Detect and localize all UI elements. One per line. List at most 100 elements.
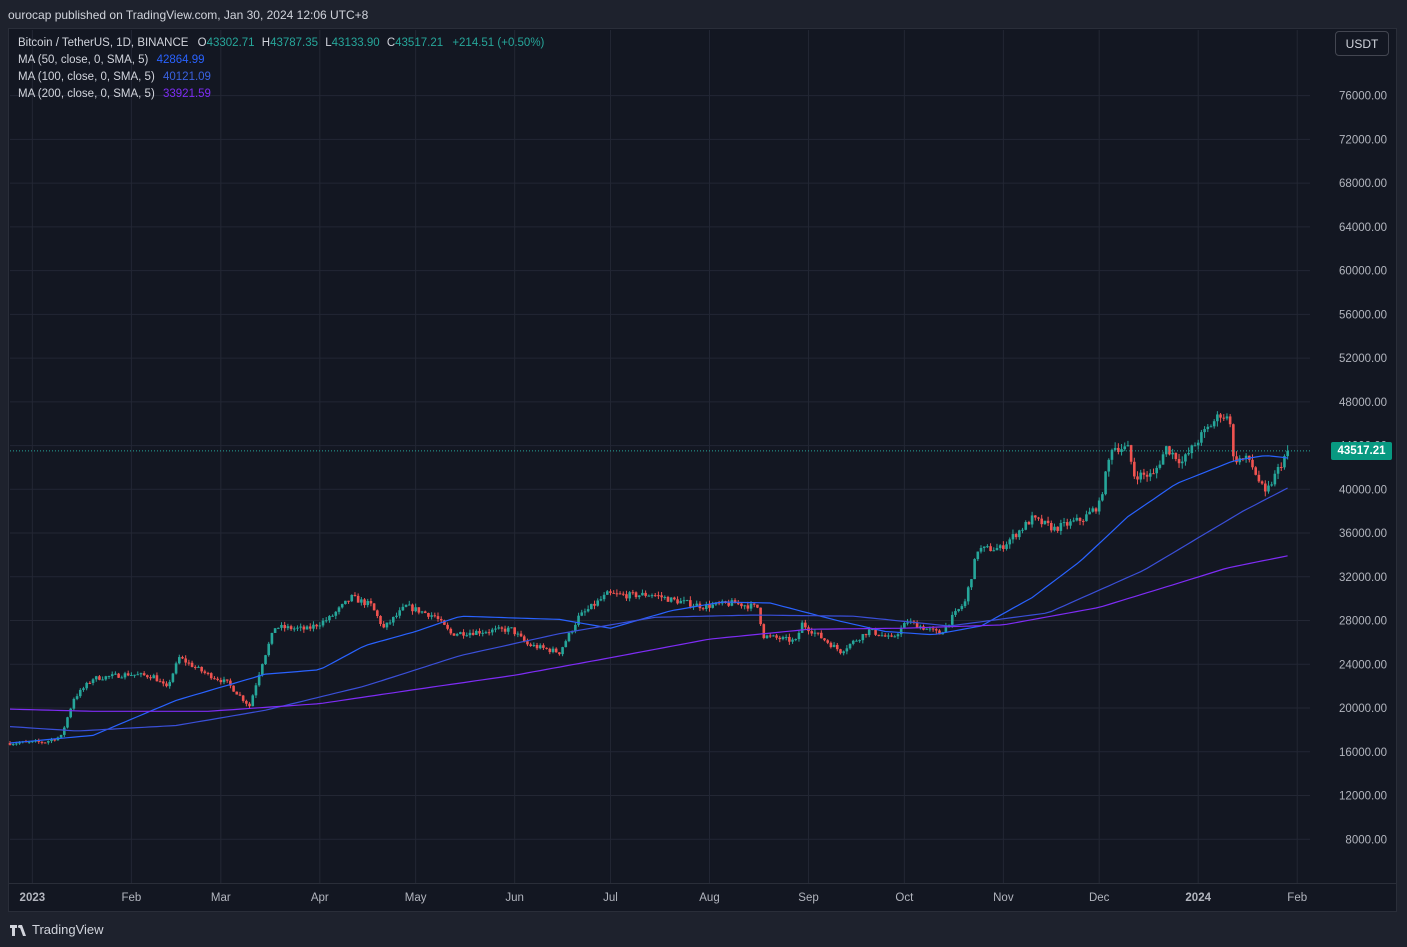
candle-body	[273, 628, 277, 633]
time-tick-label: Feb	[121, 892, 141, 904]
candle-body	[430, 615, 433, 617]
ma50-row[interactable]: MA (50, close, 0, SMA, 5) 42864.99	[18, 52, 544, 69]
candle-body	[146, 675, 149, 678]
candle-body	[123, 673, 127, 678]
candle-body	[15, 743, 18, 745]
candle-body	[973, 559, 976, 580]
candle-body	[120, 677, 124, 679]
candle-body	[554, 648, 558, 653]
candle-body	[165, 683, 168, 687]
candle-body	[1008, 539, 1012, 545]
ma200-label: MA (200, close, 0, SMA, 5)	[18, 88, 155, 100]
candle-body	[216, 678, 219, 680]
candle-body	[455, 634, 459, 636]
candle-body	[1069, 521, 1072, 526]
candle-body	[1085, 514, 1088, 522]
candle-body	[449, 628, 453, 634]
candle-body	[340, 604, 344, 608]
candle-body	[759, 607, 762, 625]
candle-body	[174, 663, 178, 674]
candle-body	[851, 640, 855, 644]
candle-body	[248, 703, 251, 707]
candle-body	[107, 676, 111, 678]
candle-body	[574, 624, 577, 632]
candle-body	[1171, 452, 1174, 455]
candle-body	[832, 644, 836, 648]
ma200-row[interactable]: MA (200, close, 0, SMA, 5) 33921.59	[18, 86, 544, 103]
ma100-value: 40121.09	[162, 71, 211, 83]
candle-body	[618, 593, 622, 595]
candle-body	[660, 595, 663, 598]
candle-body	[960, 606, 964, 610]
candle-body	[950, 614, 954, 625]
candle-body	[62, 727, 66, 735]
candle-body	[104, 676, 108, 680]
candle-body	[1046, 520, 1050, 523]
candle-body	[318, 625, 322, 627]
price-tick-label: 16000.00	[1339, 747, 1387, 759]
price-tick-label: 52000.00	[1339, 353, 1387, 365]
candle-body	[385, 622, 389, 628]
candle-body	[906, 622, 909, 624]
candle-body	[542, 645, 545, 648]
candle-body	[1133, 461, 1136, 477]
candle-body	[391, 616, 395, 623]
ma100-line	[9, 487, 1288, 732]
candle-body	[305, 626, 309, 630]
candle-body	[427, 613, 430, 617]
candle-body	[577, 615, 580, 625]
currency-button[interactable]: USDT	[1335, 31, 1389, 56]
candle-body	[133, 674, 136, 676]
candle-body	[663, 596, 667, 598]
candle-body	[446, 624, 449, 629]
candle-body	[369, 601, 373, 604]
candle-body	[1212, 421, 1216, 427]
candle-body	[1104, 471, 1107, 495]
candle-body	[229, 680, 232, 686]
candle-body	[676, 599, 679, 604]
candle-body	[1228, 416, 1232, 425]
candle-body	[1267, 485, 1270, 492]
candle-body	[286, 626, 290, 629]
chart-frame[interactable]	[8, 28, 1397, 912]
candle-body	[401, 606, 405, 611]
candle-body	[730, 600, 734, 606]
ma100-row[interactable]: MA (100, close, 0, SMA, 5) 40121.09	[18, 69, 544, 86]
candle-body	[462, 632, 465, 636]
candle-body	[612, 592, 615, 594]
candle-body	[762, 624, 766, 639]
candle-body	[746, 605, 750, 609]
candle-body	[257, 674, 261, 686]
candle-body	[970, 579, 973, 588]
candle-body	[1021, 529, 1024, 531]
candle-body	[292, 628, 296, 630]
candle-body	[826, 640, 829, 643]
candle-body	[328, 616, 331, 621]
symbol-row: Bitcoin / TetherUS, 1D, BINANCE O43302.7…	[18, 35, 544, 52]
candle-body	[280, 624, 283, 628]
candle-body	[784, 636, 788, 638]
candle-body	[398, 610, 401, 616]
symbol-name[interactable]: Bitcoin / TetherUS, 1D, BINANCE	[18, 37, 189, 49]
ma100-label: MA (100, close, 0, SMA, 5)	[18, 71, 155, 83]
candle-body	[756, 604, 759, 608]
candle-body	[110, 674, 114, 677]
candle-body	[532, 644, 536, 647]
candle-body	[874, 629, 877, 635]
candle-body	[871, 629, 874, 631]
candle-body	[139, 673, 143, 675]
candle-body	[682, 600, 686, 602]
candle-body	[883, 635, 887, 637]
candle-body	[516, 633, 520, 635]
candle-body	[1184, 454, 1187, 462]
candle-body	[641, 592, 644, 596]
tradingview-brand[interactable]: TradingView	[10, 922, 104, 937]
candle-body	[149, 677, 152, 679]
candle-body	[1158, 464, 1162, 468]
candle-body	[251, 695, 255, 707]
candle-body	[538, 645, 542, 649]
price-tick-label: 12000.00	[1339, 791, 1387, 803]
moving-average-lines	[9, 455, 1288, 744]
candle-body	[1075, 517, 1079, 521]
